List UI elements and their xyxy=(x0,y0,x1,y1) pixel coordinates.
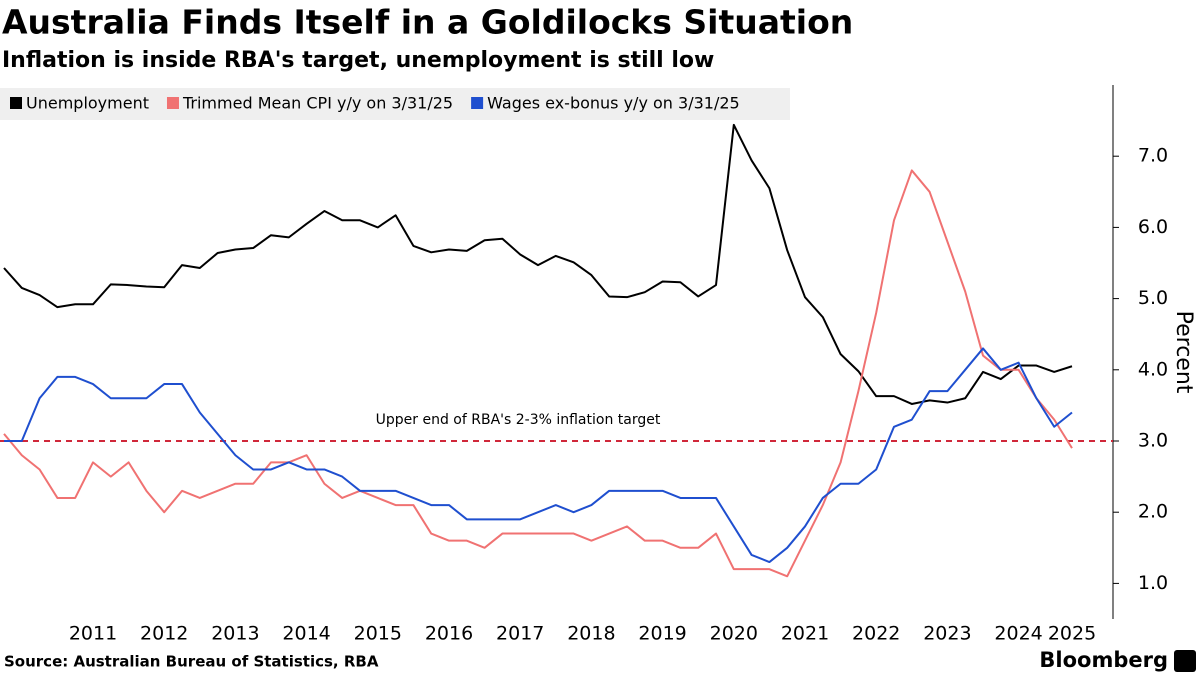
y-tick-label: 4.0 xyxy=(1138,358,1168,380)
series-line xyxy=(3,123,1073,405)
y-tick-label: 1.0 xyxy=(1138,572,1168,594)
y-tick-label: 3.0 xyxy=(1138,430,1168,452)
legend-swatch xyxy=(471,97,484,109)
y-tick-label: 7.0 xyxy=(1138,145,1168,167)
y-tick-label: 2.0 xyxy=(1138,501,1168,523)
x-tick-label: 2015 xyxy=(354,623,402,645)
legend-swatch xyxy=(166,97,179,109)
chart-subtitle: Inflation is inside RBA's target, unempl… xyxy=(2,48,714,73)
x-tick-label: 2014 xyxy=(282,623,330,645)
series-line xyxy=(3,169,1073,578)
y-tick-label: 5.0 xyxy=(1138,287,1168,309)
x-tick-label: 2020 xyxy=(710,623,758,645)
legend-swatch xyxy=(10,97,22,109)
x-tick-label: 2025 xyxy=(1048,623,1096,645)
x-tick-label: 2021 xyxy=(781,623,829,645)
brand-icon xyxy=(1174,650,1196,672)
legend-box xyxy=(0,88,790,120)
x-tick-label: 2012 xyxy=(140,623,188,645)
source: Source: Australian Bureau of Statistics,… xyxy=(4,653,379,671)
reference-label: Upper end of RBA's 2-3% inflation target xyxy=(376,412,661,428)
x-tick-label: 2019 xyxy=(638,623,686,645)
legend-label: Trimmed Mean CPI y/y on 3/31/25 xyxy=(182,94,453,113)
y-tick-label: 6.0 xyxy=(1138,216,1168,238)
chart-title: Australia Finds Itself in a Goldilocks S… xyxy=(2,3,853,42)
x-tick-label: 2011 xyxy=(69,623,117,645)
x-tick-label: 2018 xyxy=(567,623,615,645)
x-tick-label: 2013 xyxy=(211,623,259,645)
y-axis-label: Percent xyxy=(1171,311,1196,394)
x-tick-label: 2017 xyxy=(496,623,544,645)
x-tick-label: 2023 xyxy=(923,623,971,645)
legend: Unemployment Trimmed Mean CPI y/y on 3/31… xyxy=(10,94,740,113)
x-tick-label: 2024 xyxy=(994,623,1042,645)
x-tick-label: 2016 xyxy=(425,623,473,645)
legend-label: Unemployment xyxy=(26,94,149,113)
series-line xyxy=(4,347,1073,564)
x-tick-label: 2022 xyxy=(852,623,900,645)
brand: Bloomberg xyxy=(1039,648,1168,672)
legend-label: Wages ex-bonus y/y on 3/31/25 xyxy=(487,94,740,113)
